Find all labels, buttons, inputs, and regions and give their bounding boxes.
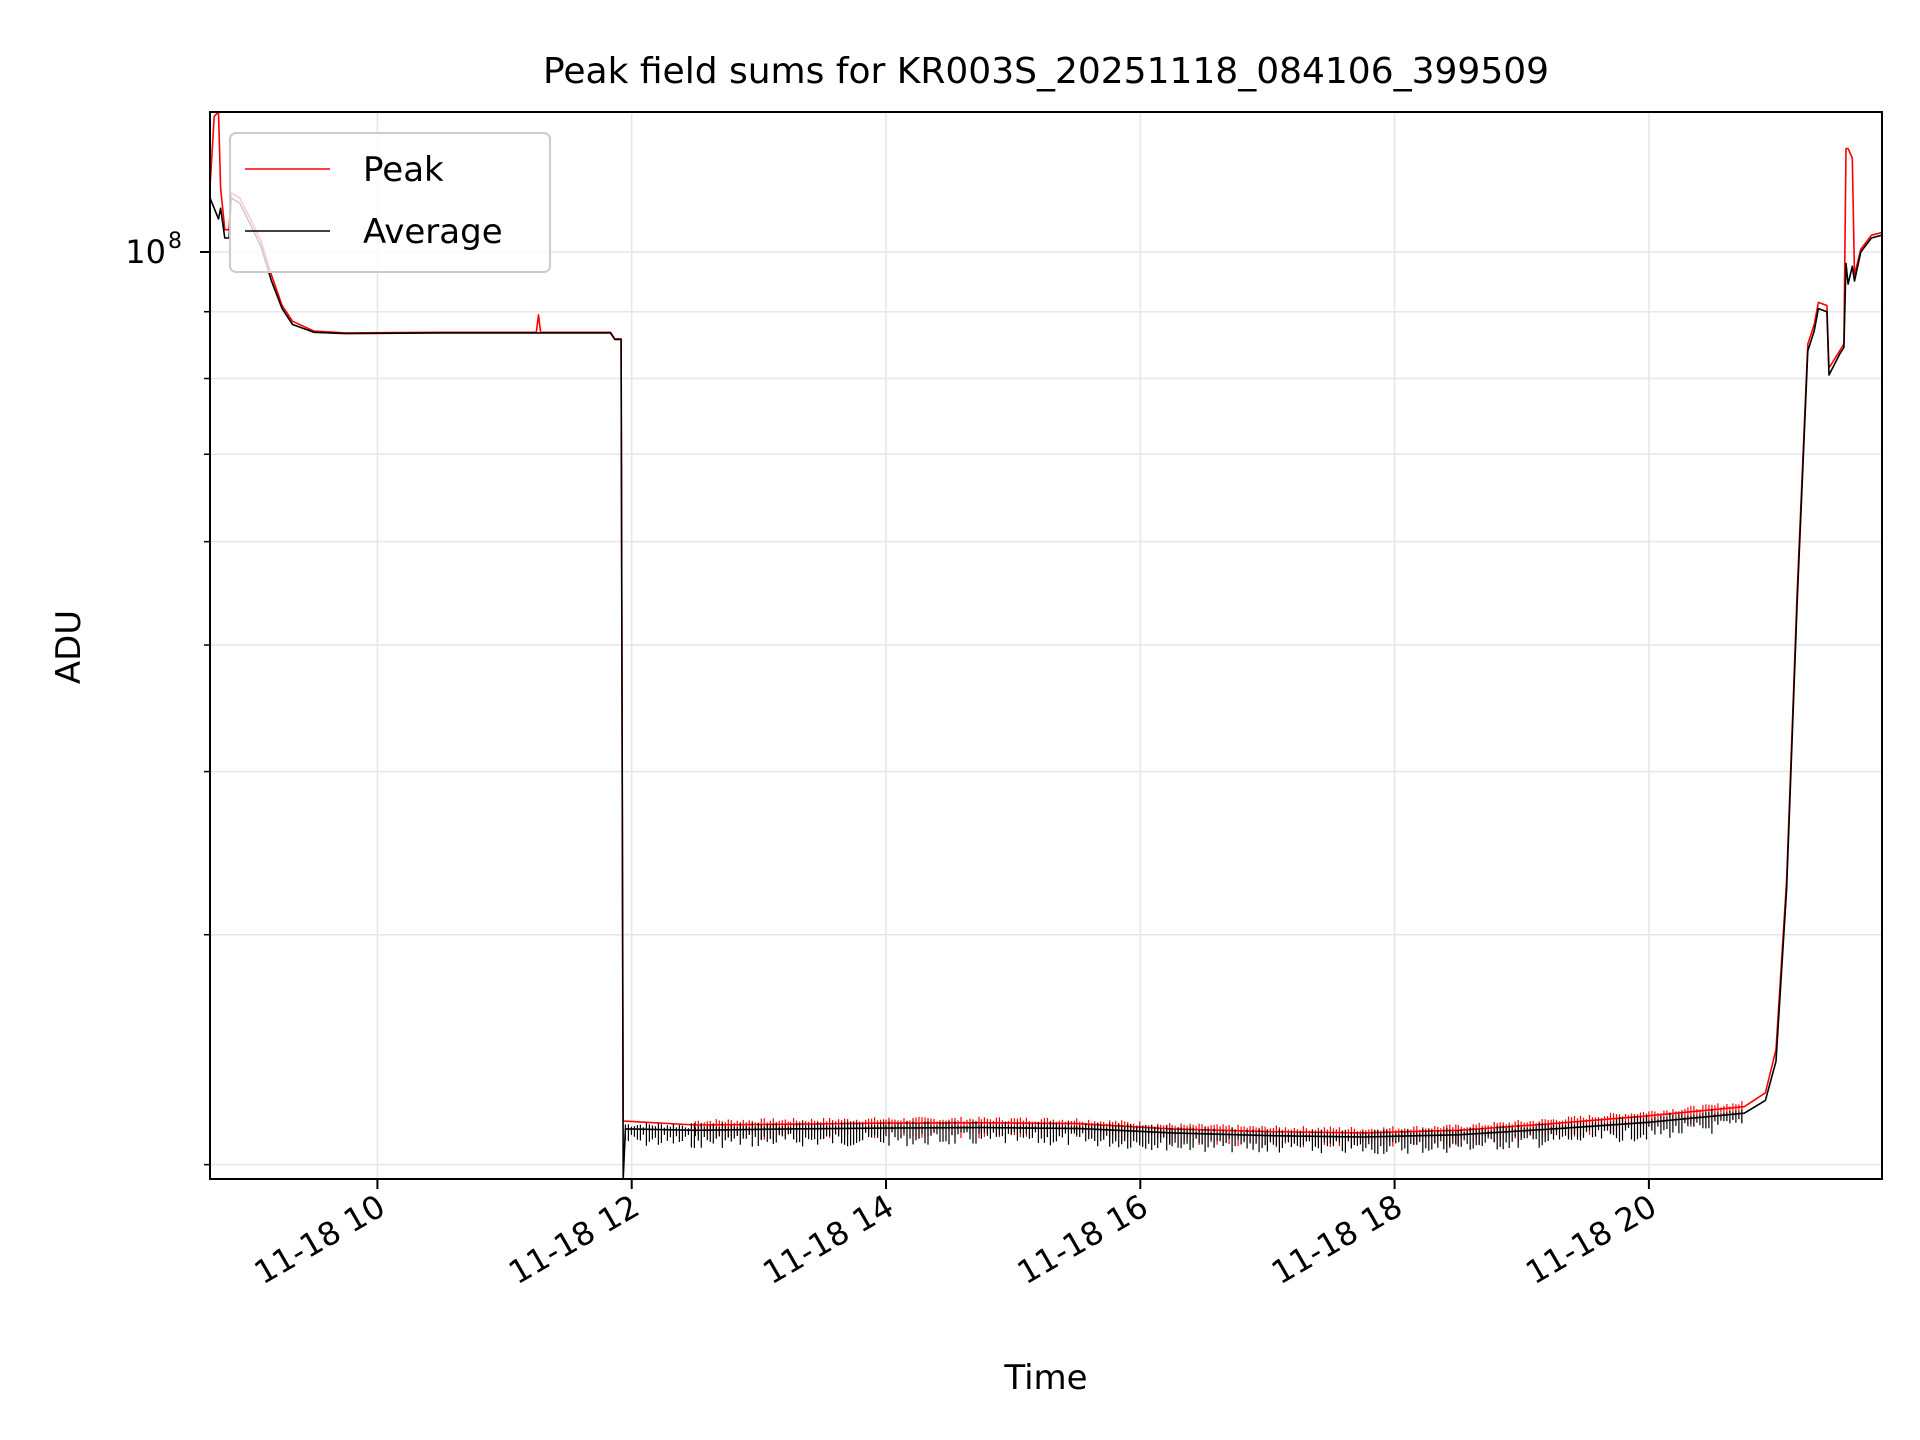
chart-title: Peak field sums for KR003S_20251118_0841… [543,51,1549,92]
legend-box [229,132,551,273]
y-tick-exponent: 8 [168,229,182,254]
x-axis-label: Time [1003,1358,1087,1398]
y-axis-label: ADU [49,610,89,684]
grid [210,112,1882,1179]
legend-label-peak: Peak [363,150,444,190]
legend: Peak Average [229,132,551,273]
y-axis: 10 8 [125,229,210,1166]
legend-label-average: Average [363,212,503,252]
y-tick-label: 10 [125,233,166,271]
